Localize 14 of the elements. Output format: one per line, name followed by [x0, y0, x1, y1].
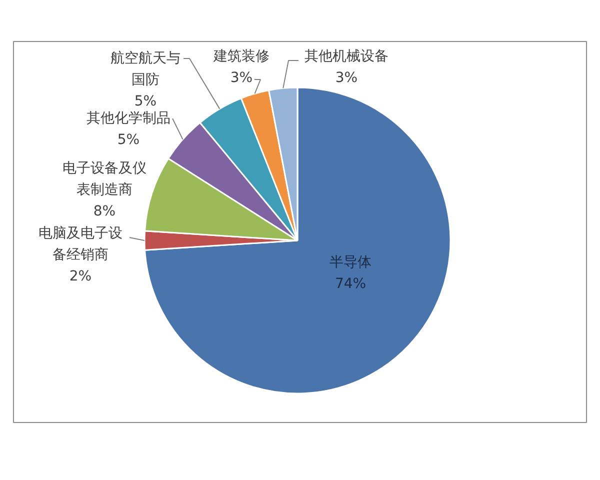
slice-label: 航空航天与国防	[110, 50, 180, 88]
data-label: 2%	[69, 268, 92, 285]
slice-label: 半导体	[330, 254, 372, 270]
data-label: 3%	[335, 70, 358, 86]
data-label: 5%	[117, 132, 140, 148]
data-label: 8%	[93, 204, 116, 220]
slice-label: 其他机械设备	[304, 48, 388, 64]
slice-label: 电子设备及仪表制造商	[62, 160, 146, 198]
slice-label: 其他化学制品	[86, 110, 170, 126]
data-label: 5%	[134, 94, 157, 110]
slice-label: 电脑及电子设备经销商	[38, 226, 122, 264]
slice-label: 建筑装修	[212, 48, 270, 64]
data-label: 74%	[334, 276, 366, 292]
data-label: 3%	[230, 70, 253, 86]
